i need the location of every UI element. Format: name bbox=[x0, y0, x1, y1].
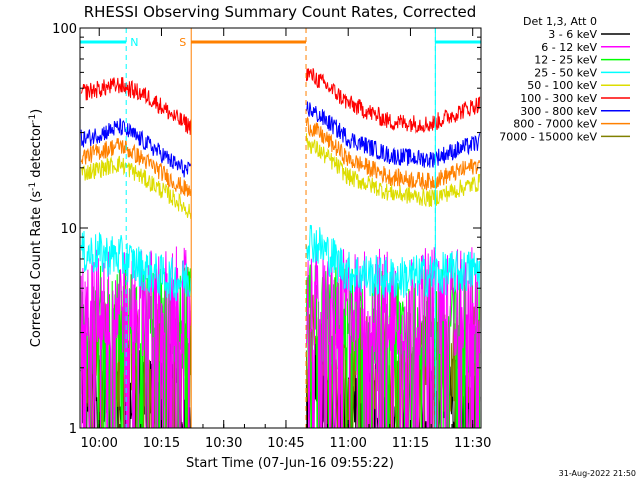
x-tick-label-5: 11:00 bbox=[329, 436, 366, 451]
legend-label-800-7000-kev: 800 - 7000 keV bbox=[513, 118, 597, 131]
x-axis-label: Start Time (07-Jun-16 09:55:22) bbox=[186, 456, 394, 471]
legend-label-50-100-kev: 50 - 100 keV bbox=[527, 79, 597, 92]
legend-label-12-25-kev: 12 - 25 keV bbox=[534, 54, 597, 67]
series-line-25-50-kev bbox=[80, 224, 481, 302]
y-label-superscript-2: -1 bbox=[28, 114, 38, 123]
series-line-50-100-kev bbox=[81, 133, 481, 219]
series-line-100-300-kev bbox=[80, 68, 481, 135]
y-label-part-3: ) bbox=[29, 109, 44, 114]
generated-timestamp: 31-Aug-2022 21:50 bbox=[559, 469, 636, 478]
legend-label-6-12-kev: 6 - 12 keV bbox=[541, 41, 597, 54]
series-line-800-7000-kev bbox=[80, 116, 481, 197]
legend-label-7000-15000-kev: 7000 - 15000 keV bbox=[499, 130, 597, 143]
y-tick-label-2: 10 bbox=[60, 222, 77, 237]
series-line-300-800-kev bbox=[80, 101, 481, 178]
x-tick-label-6: 11:15 bbox=[392, 436, 429, 451]
y-label-superscript-1: -1 bbox=[28, 182, 38, 191]
legend-label-3-6-kev: 3 - 6 keV bbox=[548, 28, 597, 41]
y-label-part-1: Corrected Count Rate (s bbox=[29, 191, 44, 348]
x-tick-label-4: 10:45 bbox=[267, 436, 304, 451]
tick-layer: 10:00 10:15 10:30 10:45 11:00 11:15 11:30 1 10 10… bbox=[52, 22, 491, 451]
x-tick-label-7: 11:30 bbox=[454, 436, 491, 451]
x-tick-label-2: 10:15 bbox=[143, 436, 180, 451]
legend-label-100-300-kev: 100 - 300 keV bbox=[520, 92, 597, 105]
y-axis-label: Corrected Count Rate (s-1 detector-1) bbox=[28, 109, 44, 347]
x-tick-label-1: 10:00 bbox=[80, 436, 117, 451]
y-tick-label-1: 1 bbox=[69, 422, 77, 437]
marker-label-1: N bbox=[130, 36, 138, 49]
legend-label-300-800-kev: 300 - 800 keV bbox=[520, 105, 597, 118]
x-tick-label-3: 10:30 bbox=[205, 436, 242, 451]
marker-label-2: S bbox=[179, 36, 186, 49]
y-tick-label-3: 100 bbox=[52, 22, 77, 37]
chart-title: RHESSI Observing Summary Count Rates, Co… bbox=[84, 3, 477, 21]
legend-label-25-50-kev: 25 - 50 keV bbox=[534, 66, 597, 79]
legend-header: Det 1,3, Att 0 bbox=[523, 15, 597, 28]
y-label-part-2: detector bbox=[29, 122, 44, 182]
